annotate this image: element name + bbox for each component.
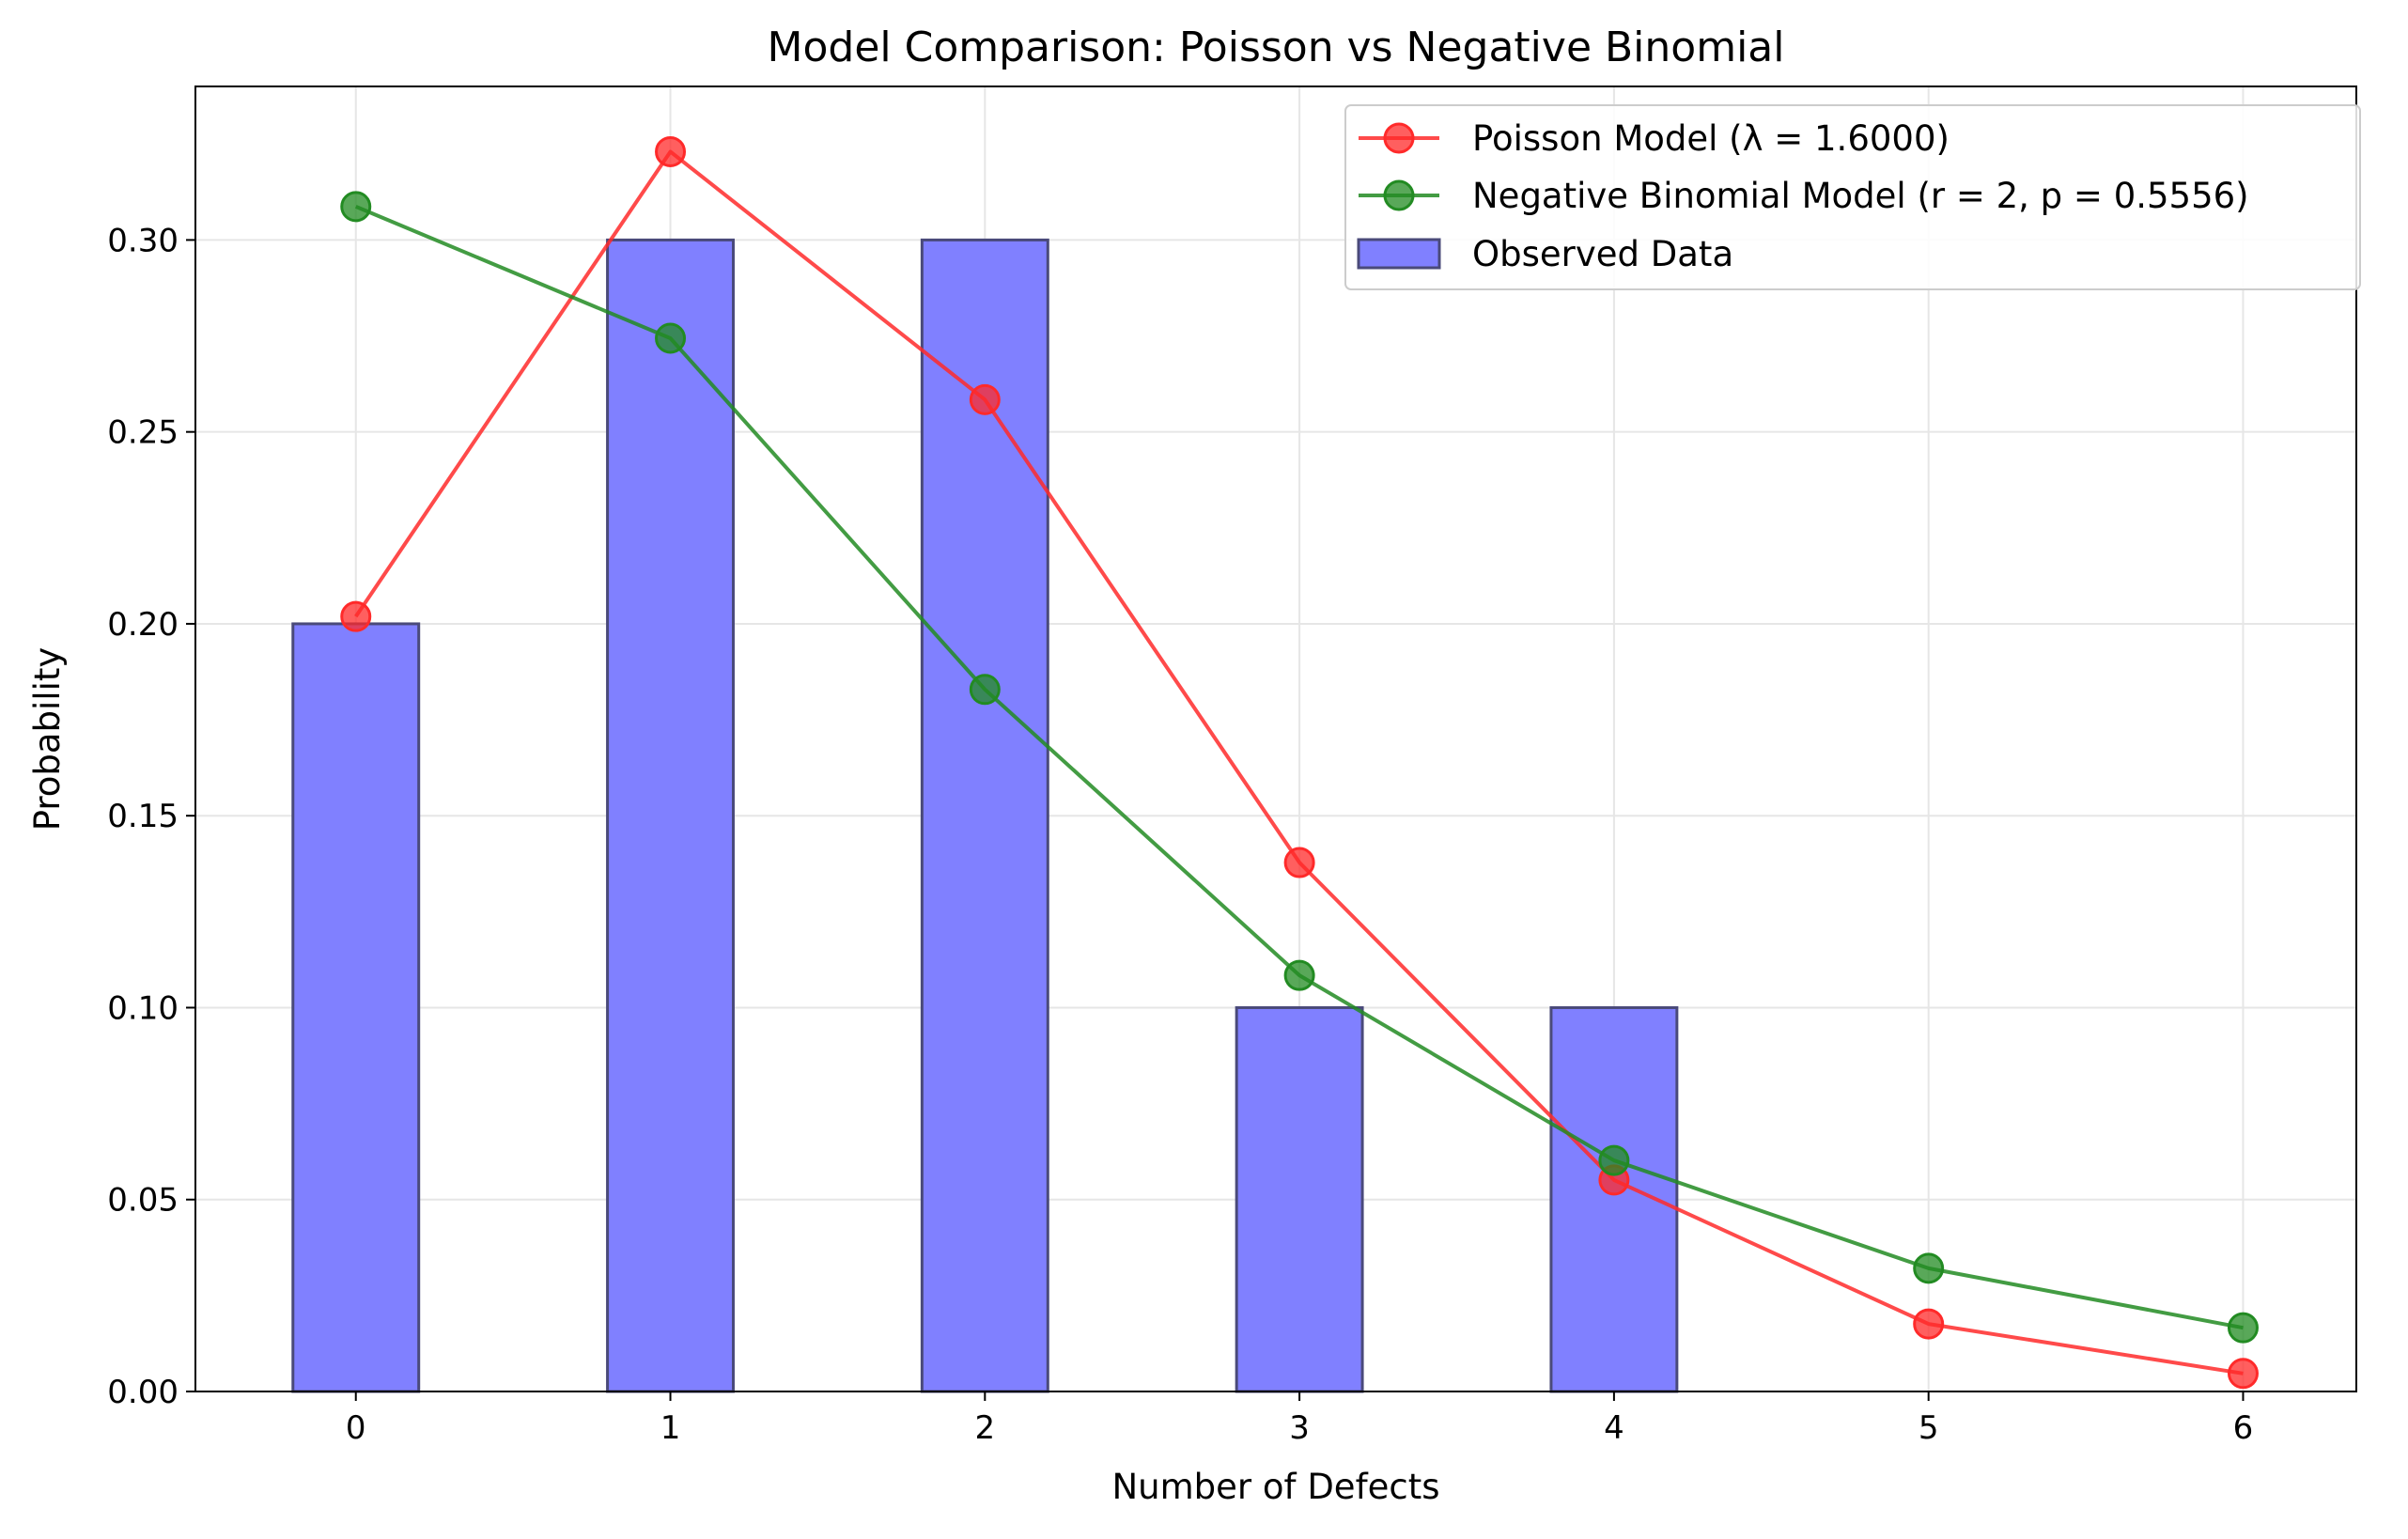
observed-bar <box>1235 1005 1364 1393</box>
y-tick-label: 0.30 <box>107 222 179 259</box>
y-tick-label: 0.15 <box>107 798 179 835</box>
series-point <box>340 191 372 223</box>
observed-bar <box>291 622 421 1393</box>
series-point <box>969 383 1001 415</box>
series-point <box>655 322 687 354</box>
series-point <box>655 135 687 167</box>
legend-bar-swatch <box>1357 238 1441 270</box>
series-point <box>2227 1312 2259 1344</box>
series-point <box>1913 1308 1945 1340</box>
x-axis-label: Number of Defects <box>1112 1467 1440 1507</box>
y-tick-label: 0.20 <box>107 606 179 644</box>
y-tick-label: 0.05 <box>107 1182 179 1220</box>
x-tick-label: 3 <box>1289 1409 1310 1447</box>
series-point <box>1598 1144 1630 1176</box>
x-tick-label: 6 <box>2233 1409 2254 1447</box>
legend-marker <box>1383 122 1415 154</box>
x-tick-label: 4 <box>1604 1409 1624 1447</box>
y-tick-label: 0.25 <box>107 414 179 452</box>
x-tick-label: 5 <box>1919 1409 1939 1447</box>
legend-box <box>1344 104 2361 290</box>
y-tick-label: 0.00 <box>107 1374 179 1411</box>
legend-marker <box>1383 179 1415 211</box>
y-tick-label: 0.10 <box>107 989 179 1027</box>
observed-bar <box>920 238 1049 1393</box>
y-axis-label: Probability <box>27 647 68 832</box>
series-point <box>969 674 1001 706</box>
chart-title: Model Comparison: Poisson vs Negative Bi… <box>768 23 1785 71</box>
x-tick-label: 1 <box>660 1409 681 1447</box>
x-tick-label: 0 <box>346 1409 366 1447</box>
series-point <box>2227 1358 2259 1390</box>
legend-label: Negative Binomial Model (r = 2, p = 0.55… <box>1472 176 2249 216</box>
legend: Poisson Model (λ = 1.6000) Negative Binom… <box>1344 104 2361 290</box>
plot-frame <box>194 86 2357 1392</box>
observed-bar <box>606 238 735 1393</box>
legend-label: Observed Data <box>1472 234 1733 274</box>
x-tick-label: 2 <box>974 1409 995 1447</box>
series-point <box>1283 959 1315 991</box>
series-point <box>340 600 372 632</box>
legend-label: Poisson Model (λ = 1.6000) <box>1472 118 1950 159</box>
series-point <box>1913 1252 1945 1284</box>
series-point <box>1283 847 1315 878</box>
